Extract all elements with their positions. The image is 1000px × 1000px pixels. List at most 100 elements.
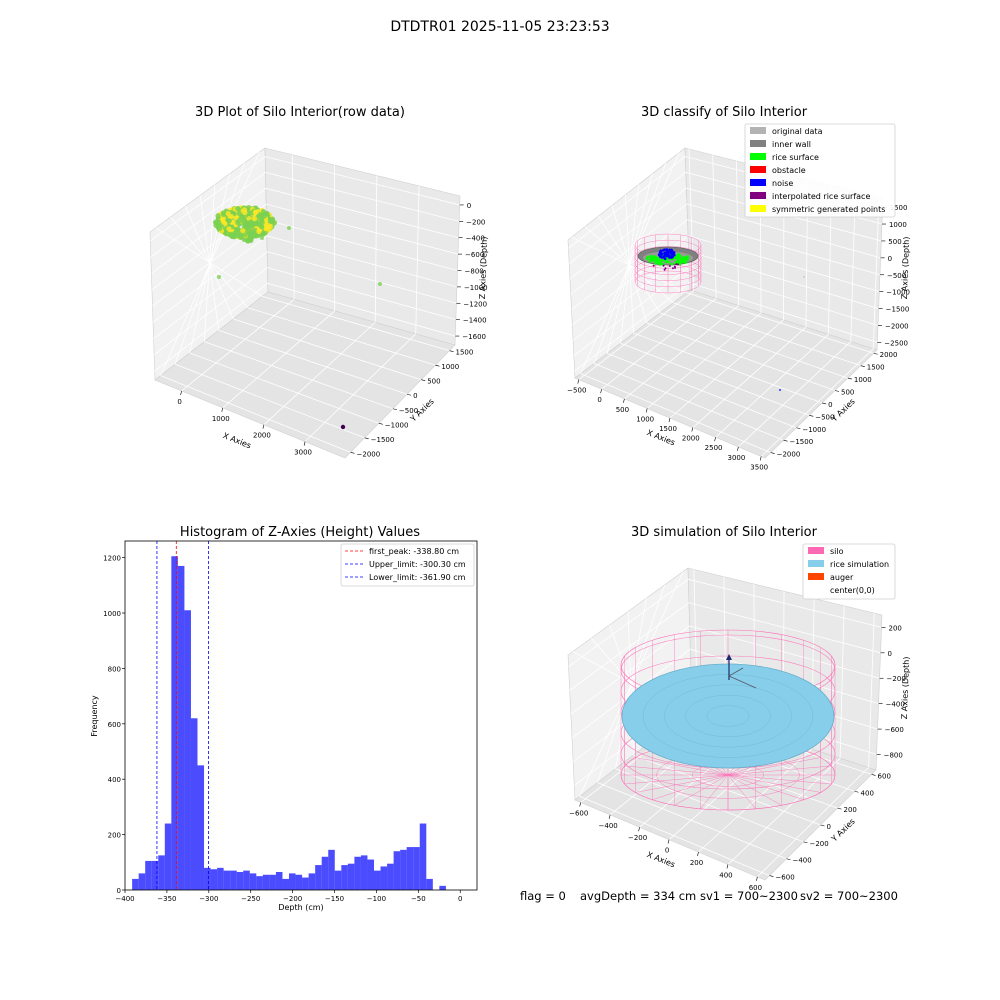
p1-ztick: −1400	[463, 317, 487, 325]
silo-spoke	[635, 757, 729, 776]
p1-ztick: −400	[466, 235, 485, 243]
noise-point	[658, 255, 662, 258]
p4-xtick: −400	[599, 822, 618, 830]
histogram-bar	[138, 873, 146, 890]
histogram-bar	[190, 718, 198, 890]
histogram-bar	[230, 870, 237, 890]
histogram-bar	[177, 565, 185, 890]
raw-point	[215, 213, 221, 219]
histogram-bar	[145, 860, 152, 890]
rice-point	[661, 258, 665, 262]
histogram-ytick: 400	[108, 776, 121, 784]
histogram-bar	[223, 870, 231, 890]
noise-point	[668, 251, 672, 254]
panel-simulation-ylabel: Y Axies	[829, 817, 857, 844]
histogram-bar	[295, 874, 303, 890]
raw-point	[212, 219, 219, 225]
panel-simulation-yticks: −600 −400 −200 0 200 400 600	[769, 772, 891, 882]
rice-point	[670, 262, 674, 266]
raw-point	[217, 275, 221, 279]
p1-ytick: −2000	[357, 450, 381, 458]
histogram-bar	[210, 869, 218, 890]
raw-point	[226, 226, 232, 232]
footer-flag: flag = 0	[520, 889, 566, 903]
p2-xtick: 0	[597, 396, 601, 404]
histogram-yticks: 0 200 400 600 800 1000 1200	[103, 555, 125, 895]
silo-spoke	[727, 757, 821, 776]
raw-point	[240, 228, 246, 234]
p4-ytick: 0	[827, 823, 831, 831]
footer-sv2: sv2 = 700~2300	[800, 889, 898, 903]
raw-point	[235, 205, 241, 212]
panel-raw-grid	[150, 152, 460, 453]
panel-simulation-3d: 3D simulation of Silo Interior −600−400−…	[567, 525, 911, 892]
p4-xtick: −200	[628, 834, 647, 842]
panel-simulation-title: 3D simulation of Silo Interior	[631, 525, 818, 540]
raw-point	[236, 210, 242, 217]
raw-point	[221, 211, 227, 218]
p2-ztick: −2000	[885, 322, 909, 330]
panel-histogram: Histogram of Z-Axies (Height) Values −40…	[90, 525, 478, 912]
p2-ztick: −1500	[886, 306, 910, 314]
p1-ztick: −1000	[464, 284, 488, 292]
simulation-legend-swatch	[808, 560, 824, 567]
p1-ztick: −1600	[462, 333, 486, 341]
simulation-legend-label: center(0,0)	[830, 586, 875, 595]
histogram-xtick: −200	[283, 895, 302, 903]
p2-ztick: 1000	[889, 221, 907, 229]
histogram-bar	[426, 878, 433, 890]
rice-point	[682, 257, 685, 261]
panel-raw-xlabel: X Axies	[222, 431, 253, 450]
p4-ytick: −400	[792, 857, 811, 865]
auger-arm	[728, 667, 744, 677]
rice-contour	[685, 695, 771, 738]
p4-ztick: −800	[884, 752, 903, 760]
classify-legend-swatch	[750, 192, 766, 199]
p4-ztick: −200	[887, 675, 906, 683]
histogram-bar	[256, 876, 263, 890]
panel-raw-zlabel: Z Axies (Depth)	[478, 236, 489, 299]
classify-legend-label: noise	[772, 179, 793, 188]
p1-ztick: −800	[465, 268, 484, 276]
rice-point	[650, 257, 654, 261]
p4-xtick: 400	[719, 871, 732, 879]
histogram-ytick: 0	[117, 887, 121, 895]
interp-point	[652, 264, 655, 267]
panel-simulation-zlabel: Z Axies (Depth)	[900, 656, 911, 719]
raw-point	[217, 225, 223, 231]
classify-legend-label: symmetric generated points	[772, 205, 885, 214]
raw-point	[247, 234, 254, 240]
histogram-bar	[380, 866, 388, 890]
histogram-bar	[341, 865, 348, 890]
histogram-lines	[156, 541, 209, 890]
silo-spoke	[674, 774, 729, 806]
histogram-xticks: −400 −350 −300 −250 −200 −150 −100 −50 0	[115, 890, 462, 903]
histogram-xtick: 0	[458, 895, 462, 903]
histogram-ytick: 800	[108, 665, 121, 673]
interp-point	[671, 267, 674, 270]
rice-point	[677, 259, 681, 263]
silo-spoke	[727, 765, 832, 776]
histogram-bar	[308, 873, 316, 890]
classify-legend-swatch	[750, 166, 766, 173]
rice-point	[664, 260, 668, 264]
histogram-bar	[197, 765, 205, 890]
p1-ytick: 500	[427, 378, 440, 386]
interp-point	[664, 267, 667, 270]
raw-point	[269, 217, 275, 224]
panel-simulation-zticks: 200 0 −200 −400 −600 −800	[876, 624, 906, 760]
raw-point	[262, 213, 268, 219]
histogram-xtick: −50	[411, 895, 426, 903]
histogram-bar	[406, 847, 414, 890]
simulation-legend-swatch	[808, 573, 824, 580]
noise-point	[665, 248, 669, 251]
raw-point	[236, 218, 242, 224]
auger-arm	[728, 675, 757, 689]
silo-spoke	[652, 774, 729, 800]
p2-ytick: 1000	[854, 376, 872, 384]
noise-point	[670, 255, 674, 259]
p2-ytick: −2000	[777, 451, 801, 459]
histogram-frame	[124, 540, 478, 891]
panel-classify-silo	[634, 233, 805, 391]
classify-legend-swatch	[750, 140, 766, 147]
